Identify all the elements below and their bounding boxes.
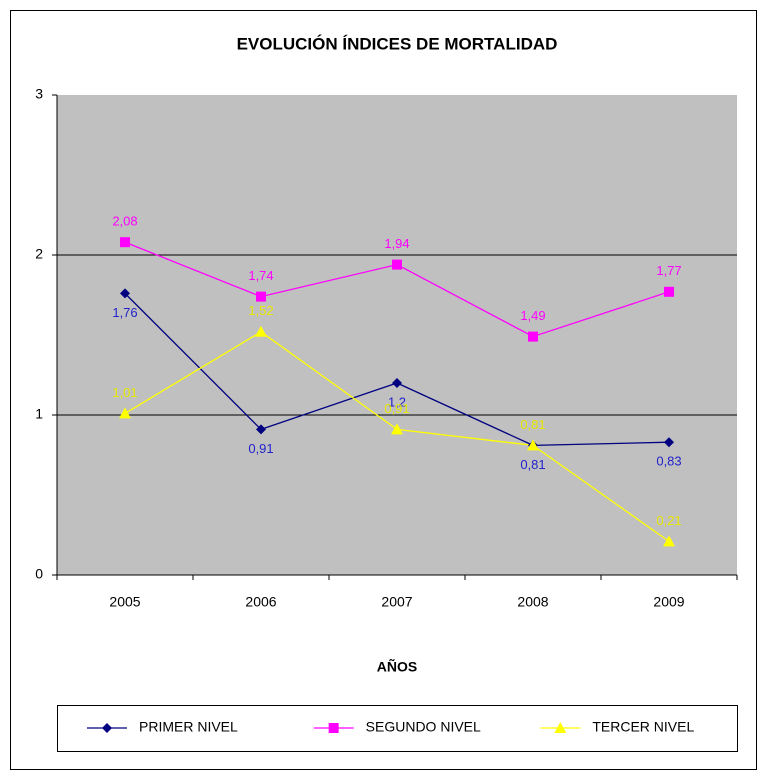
data-label: 0,91 [248,441,273,456]
y-tick-label: 0 [35,566,43,582]
data-label: 1,49 [520,308,545,323]
x-tick-label: 2007 [381,594,412,610]
data-point [255,325,267,337]
data-label: 1,74 [248,268,273,283]
data-point [256,424,266,435]
data-point [664,437,674,448]
plot-area [57,95,737,575]
data-point [663,535,675,547]
data-point [392,259,402,270]
legend-marker [328,723,339,733]
x-tick-label: 2008 [517,594,548,610]
legend-label: PRIMER NIVEL [139,719,238,735]
data-point [119,407,131,419]
data-label: 1,77 [656,263,681,278]
data-point [120,288,130,299]
data-label: 0,83 [656,454,681,469]
data-point [120,237,130,248]
chart-title: EVOLUCIÓN ÍNDICES DE MORTALIDAD [237,34,558,53]
data-point [256,291,266,302]
data-point [664,286,674,297]
data-label: 0,81 [520,457,545,472]
y-tick-label: 1 [35,406,43,422]
legend-label: SEGUNDO NIVEL [366,719,481,735]
data-label: 1,76 [112,305,137,320]
data-point [391,423,403,435]
x-tick-label: 2005 [109,594,140,610]
data-label: 1,52 [248,303,273,318]
legend-marker [102,723,112,733]
y-tick-label: 2 [35,246,43,262]
data-label: 1,2 [388,394,406,409]
data-label: 1,94 [384,236,409,251]
data-label: 0,91 [384,401,409,416]
data-point [528,331,538,342]
data-label: 2,08 [112,214,137,229]
legend-marker [554,722,567,733]
legend [57,705,738,752]
y-tick-label: 3 [35,86,43,102]
x-tick-label: 2009 [653,594,684,610]
x-axis-label: AÑOS [377,658,417,675]
data-label: 0,81 [520,417,545,432]
data-label: 1,01 [112,385,137,400]
data-point [392,378,402,388]
legend-label: TERCER NIVEL [592,719,694,735]
data-label: 0,21 [656,513,681,528]
x-tick-label: 2006 [245,594,276,610]
data-point [527,439,539,451]
